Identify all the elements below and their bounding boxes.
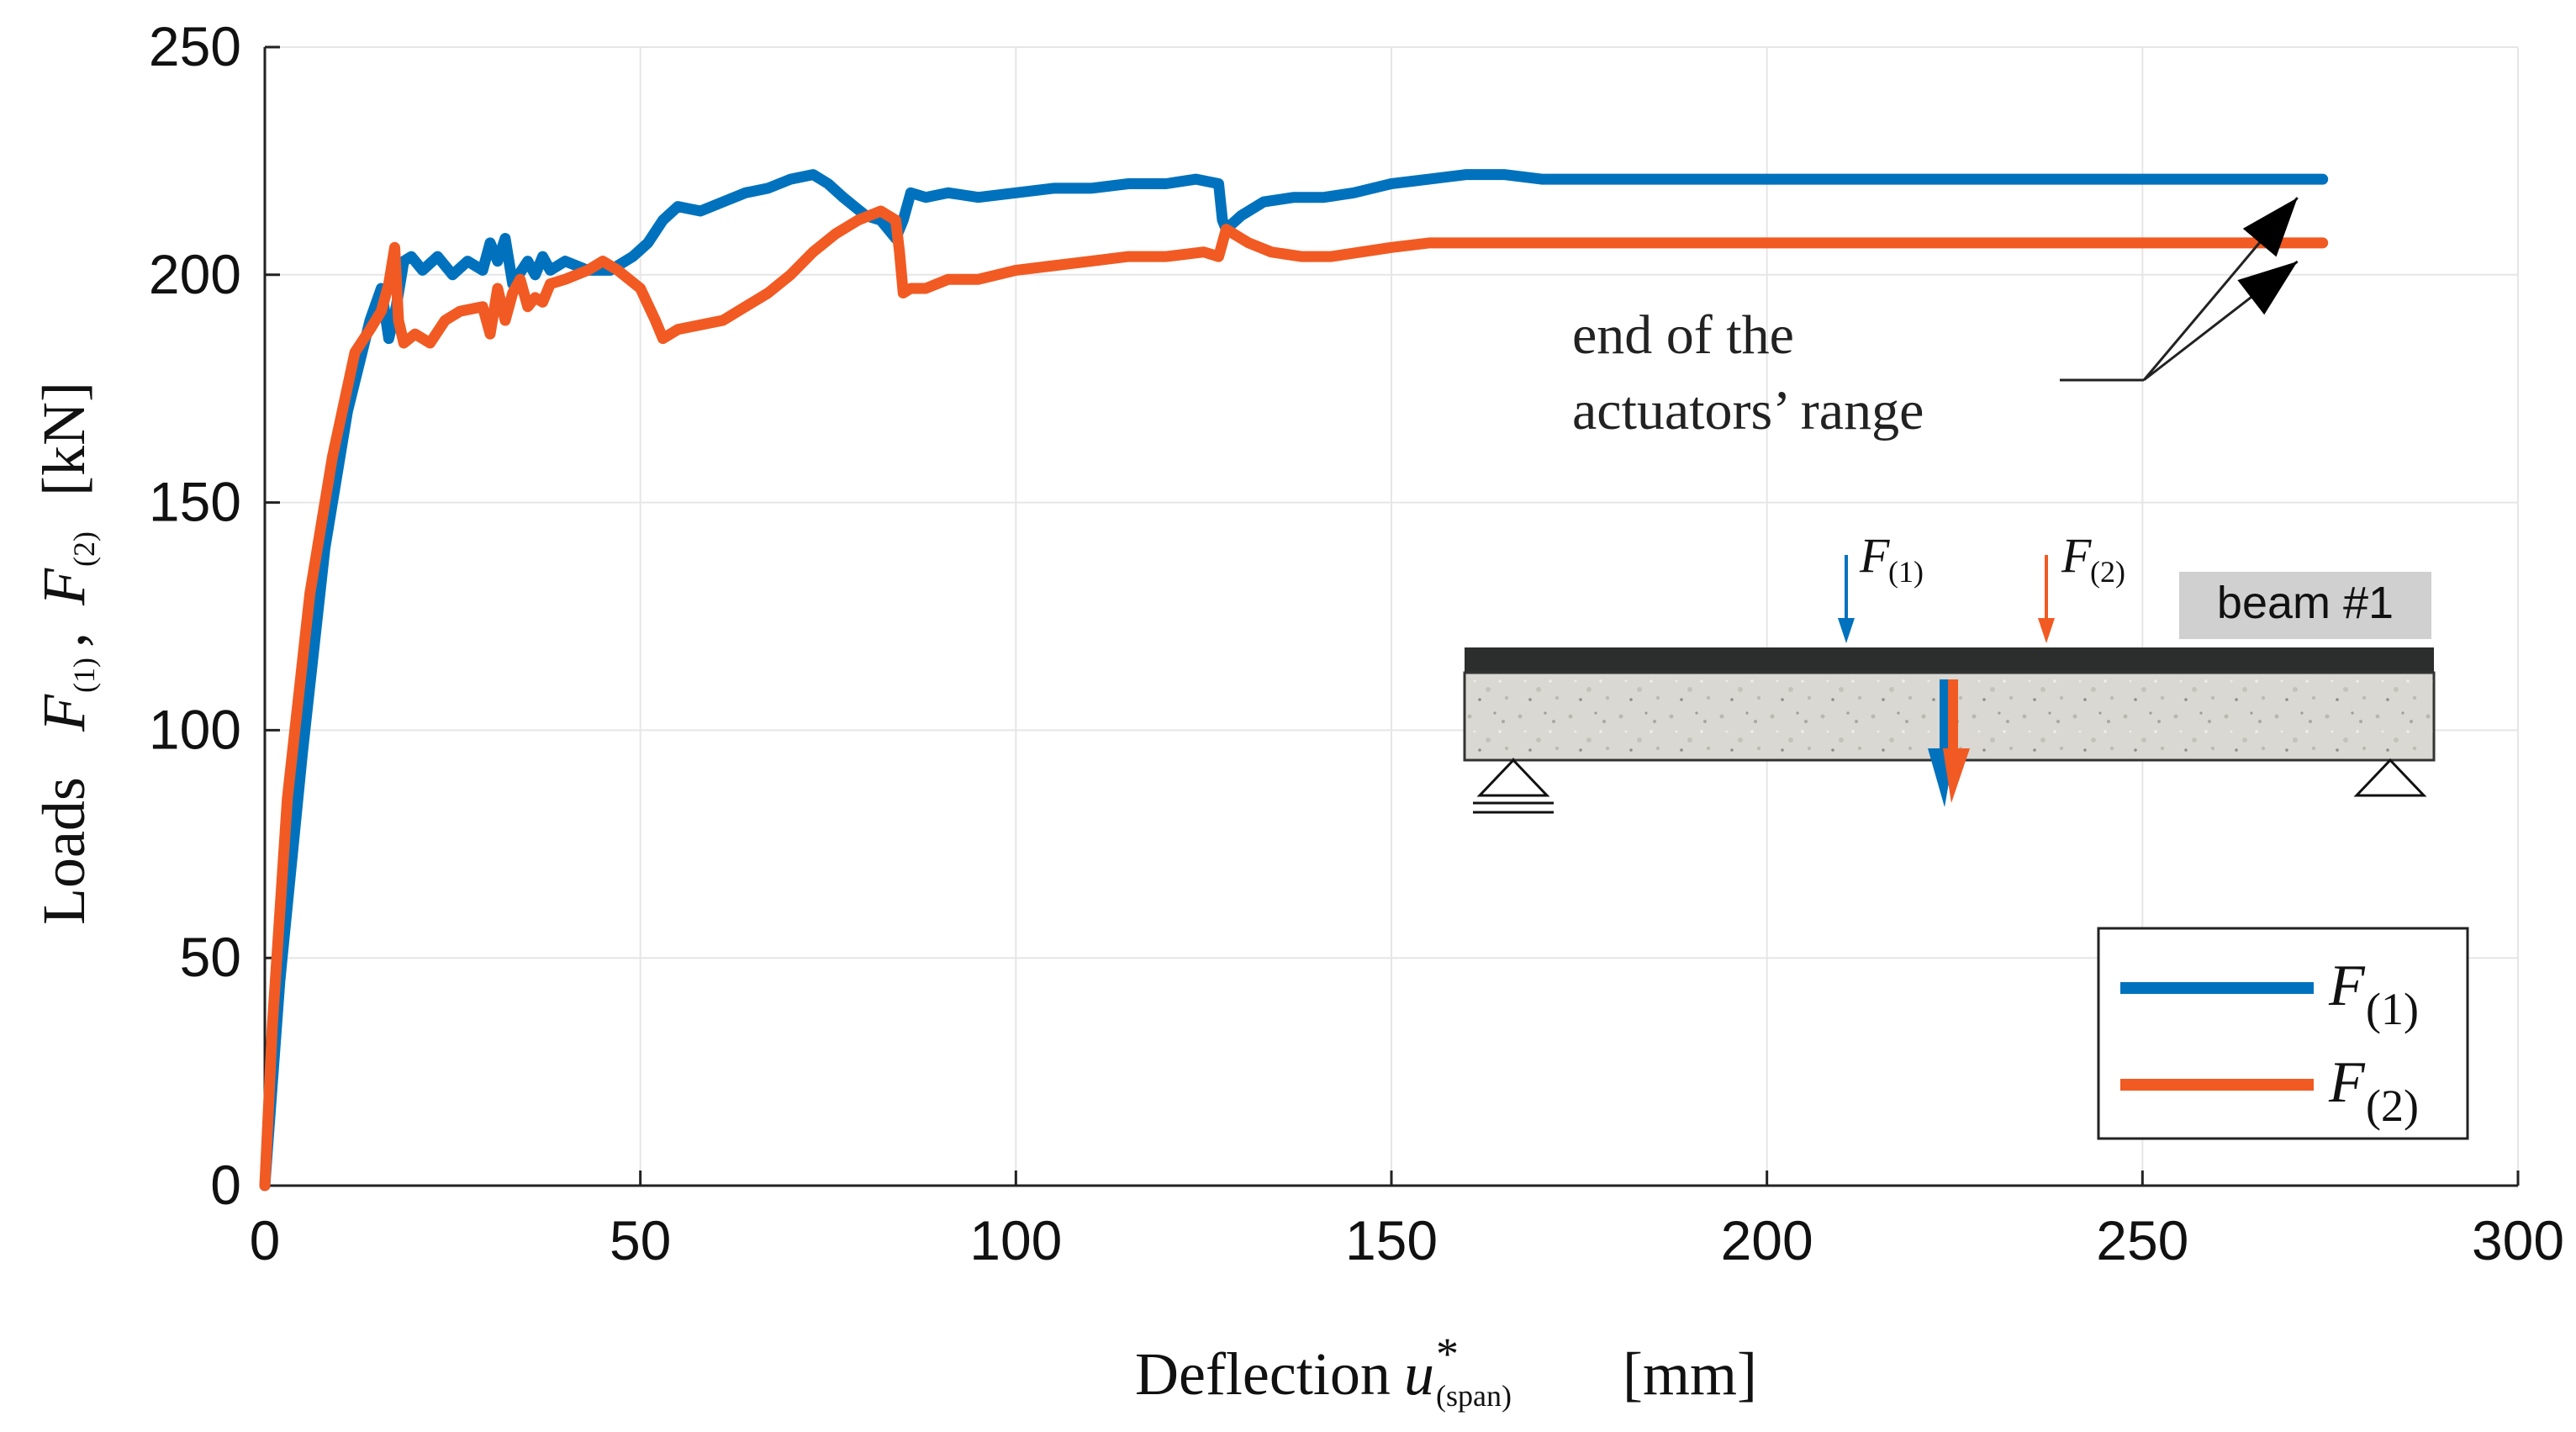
annotation-line2: actuators’ range [1572, 380, 1924, 441]
y-axis-label: Loads F (1) , F (2) [kN] [30, 382, 101, 925]
beam-inset: beam #1 F (1) F (2) [1463, 528, 2436, 814]
x-tick-label: 300 [2472, 1209, 2564, 1271]
axes [263, 45, 2520, 1187]
x-tick-label: 250 [2096, 1209, 2188, 1271]
x-tick-label: 100 [969, 1209, 1062, 1271]
ylabel-unit: [kN] [30, 382, 98, 496]
inset-f2-var: F [2061, 528, 2092, 583]
x-tick-label: 50 [610, 1209, 671, 1271]
y-tick-label: 100 [149, 698, 241, 760]
series-line-2 [259, 205, 2329, 1192]
y-tick-label: 150 [149, 471, 241, 533]
legend-box [2097, 927, 2469, 1140]
xlabel-var: u [1404, 1340, 1434, 1408]
deflection-arrow-orange-head [1943, 748, 1970, 803]
x-tick-label: 200 [1721, 1209, 1813, 1271]
series-group [259, 169, 2329, 1192]
annotation: end of the actuators’ range [1572, 197, 2299, 441]
x-axis-label: Deflection u * (span) [mm] [1135, 1329, 1757, 1413]
ylabel-f1-var: F [30, 694, 98, 732]
annotation-line1: end of the [1572, 304, 1794, 366]
ylabel-f2-var: F [30, 568, 98, 606]
x-tick-label: 0 [250, 1209, 281, 1271]
right-support [2353, 758, 2427, 797]
xlabel-sub: (span) [1436, 1379, 1512, 1413]
beam-badge: beam #1 [2217, 578, 2394, 628]
y-tick-labels: 0 50 100 150 200 250 [149, 15, 241, 1216]
annotation-arrowhead-2 [2237, 261, 2298, 315]
x-tick-labels: 0 50 100 150 200 250 300 [250, 1209, 2564, 1271]
legend: F (1) F (2) [2097, 927, 2469, 1140]
legend-f2-var: F [2328, 1050, 2366, 1115]
y-tick-label: 250 [149, 15, 241, 77]
inset-f1-sub: (1) [1888, 555, 1924, 589]
ylabel-f2-sub: (2) [67, 531, 101, 567]
series-line-1 [259, 169, 2329, 1192]
y-tick-label: 0 [210, 1154, 241, 1216]
legend-f1-var: F [2328, 954, 2366, 1018]
x-tick-label: 150 [1345, 1209, 1438, 1271]
beam-top-plate [1465, 647, 2434, 673]
y-tick-label: 200 [149, 243, 241, 305]
xlabel-sup: * [1436, 1329, 1459, 1379]
beam-badge-bg [2179, 572, 2431, 639]
left-support-triangle [1476, 758, 1550, 797]
ylabel-f1-sub: (1) [67, 658, 101, 693]
inset-f2-sub: (2) [2090, 555, 2125, 589]
legend-f2-sub: (2) [2366, 1081, 2419, 1131]
annotation-arrowhead-1 [2242, 198, 2298, 257]
f2-arrow-head [2038, 618, 2055, 643]
ylabel-separator: , [30, 632, 98, 647]
ylabel-prefix: Loads [30, 777, 98, 925]
legend-f1-sub: (1) [2366, 984, 2419, 1034]
xlabel-text: Deflection [1135, 1340, 1391, 1408]
f1-arrow-head [1838, 618, 1855, 643]
inset-f1-var: F [1859, 528, 1890, 583]
xlabel-unit: [mm] [1623, 1340, 1757, 1408]
y-tick-label: 50 [180, 926, 241, 988]
